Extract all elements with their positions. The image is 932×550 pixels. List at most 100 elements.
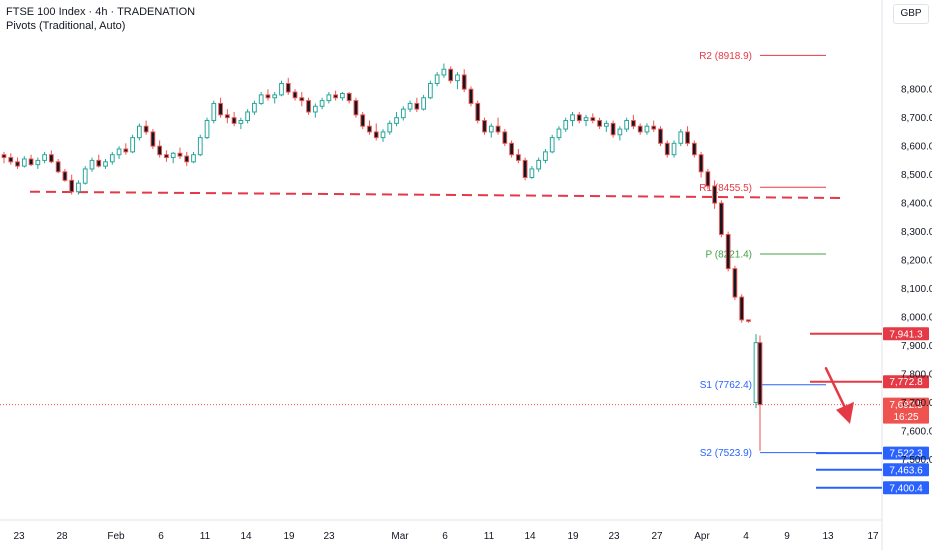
candle [116, 146, 122, 159]
candle [698, 151, 704, 178]
candle-body [529, 168, 535, 178]
y-tick-label: 8,200.0 [901, 256, 932, 267]
candle [719, 200, 724, 238]
candle-body [353, 100, 359, 116]
candle-body [746, 319, 751, 322]
time-axis[interactable]: 23 28 Feb 6 11 14 19 23 Mar 6 11 14 19 23 27 Apr 4 9 13 17 [13, 531, 879, 542]
candle [461, 69, 467, 93]
candle [136, 123, 142, 141]
candle [421, 94, 426, 111]
arrow-head[interactable] [836, 401, 854, 424]
candle [549, 134, 555, 154]
horizontal-levels[interactable]: 7,941.3 7,772.8 7,522.3 7,463.6 7,400.4 7,692… [0, 327, 929, 495]
candle-body [651, 125, 657, 130]
y-tick-label: 7,500.0 [901, 455, 932, 466]
level-badge[interactable] [883, 327, 929, 341]
candle [610, 120, 616, 138]
candle [285, 77, 291, 95]
candle-body [475, 102, 481, 122]
currency-button[interactable]: GBP [893, 4, 929, 24]
candle-body [306, 100, 311, 113]
candle [299, 92, 305, 107]
dashed-trendline[interactable] [29, 190, 847, 199]
candle [597, 117, 602, 130]
candle-body [380, 131, 386, 139]
candle [583, 114, 589, 127]
symbol-line[interactable]: FTSE 100 Index · 4h · TRADENATION [6, 6, 196, 18]
candle [96, 154, 102, 168]
candle [651, 120, 657, 132]
candle [529, 166, 535, 179]
candle-body [285, 83, 291, 93]
level-badge[interactable] [883, 446, 929, 460]
candle-body [49, 154, 54, 163]
candle [712, 180, 717, 209]
candle-body [556, 128, 562, 139]
candle-body [103, 161, 108, 167]
y-tick-label: 8,500.0 [901, 170, 932, 181]
candle-body [346, 92, 352, 102]
candle-body [82, 168, 88, 184]
grid [0, 0, 883, 550]
candle [265, 89, 271, 101]
candle [191, 151, 196, 164]
candle [603, 120, 609, 132]
candle-body [400, 108, 406, 119]
candle [55, 158, 61, 174]
candle [245, 109, 251, 124]
candle-body [55, 161, 61, 173]
trendline[interactable] [29, 190, 847, 199]
x-tick-label: 11 [200, 531, 211, 542]
candle-body [678, 131, 684, 144]
candle-body [367, 125, 372, 133]
forecast-arrow[interactable] [824, 367, 854, 424]
last-price-badge[interactable] [883, 397, 929, 424]
candle [272, 92, 278, 104]
candle-body [109, 154, 115, 163]
indicator-line[interactable]: Pivots (Traditional, Auto) [6, 20, 126, 32]
candle [732, 265, 738, 300]
candle-body [705, 171, 711, 187]
candle-body [549, 137, 555, 153]
candle-body [197, 137, 203, 156]
candle [380, 129, 386, 142]
level-badge[interactable] [883, 481, 929, 495]
candle-body [570, 114, 575, 122]
pivot-label-r1: R1 (8455.5) [699, 183, 752, 194]
candle [76, 180, 81, 195]
y-tick-label: 8,400.0 [901, 199, 932, 210]
x-tick-label: 6 [442, 531, 448, 542]
candle [8, 153, 14, 165]
candle [482, 117, 487, 135]
price-axis[interactable]: 8,800.0 8,700.0 8,600.0 8,500.0 8,400.0 8,300… [901, 85, 932, 466]
arrow-shaft[interactable] [824, 367, 849, 414]
candle [15, 157, 20, 169]
x-tick-label: Apr [694, 531, 710, 542]
candle-body [333, 94, 338, 99]
candle-body [218, 102, 223, 116]
candle [691, 140, 697, 158]
candle [224, 109, 230, 124]
level-badge-label: 7,400.4 [889, 483, 923, 494]
candle-body [136, 125, 142, 139]
candle [387, 120, 393, 135]
candle-body [488, 125, 494, 133]
level-badge[interactable] [883, 463, 929, 477]
candle [570, 111, 575, 127]
candle-body [21, 158, 27, 167]
candle [231, 111, 237, 127]
pivot-label-r2: R2 (8918.9) [699, 51, 752, 62]
candle [455, 72, 460, 90]
pivot-lines: R2 (8918.9)R1 (8455.5)P (8221.4)S1 (7762… [699, 51, 826, 459]
candle-body [624, 120, 630, 130]
candle [184, 151, 190, 167]
candle-body [428, 83, 433, 99]
candle [543, 149, 548, 164]
level-badge-label: 7,522.3 [889, 449, 923, 460]
level-badge[interactable] [883, 375, 929, 389]
candle-body [184, 155, 190, 163]
candle-body [536, 159, 542, 170]
y-tick-label: 8,300.0 [901, 227, 932, 238]
candle-body [563, 120, 569, 130]
